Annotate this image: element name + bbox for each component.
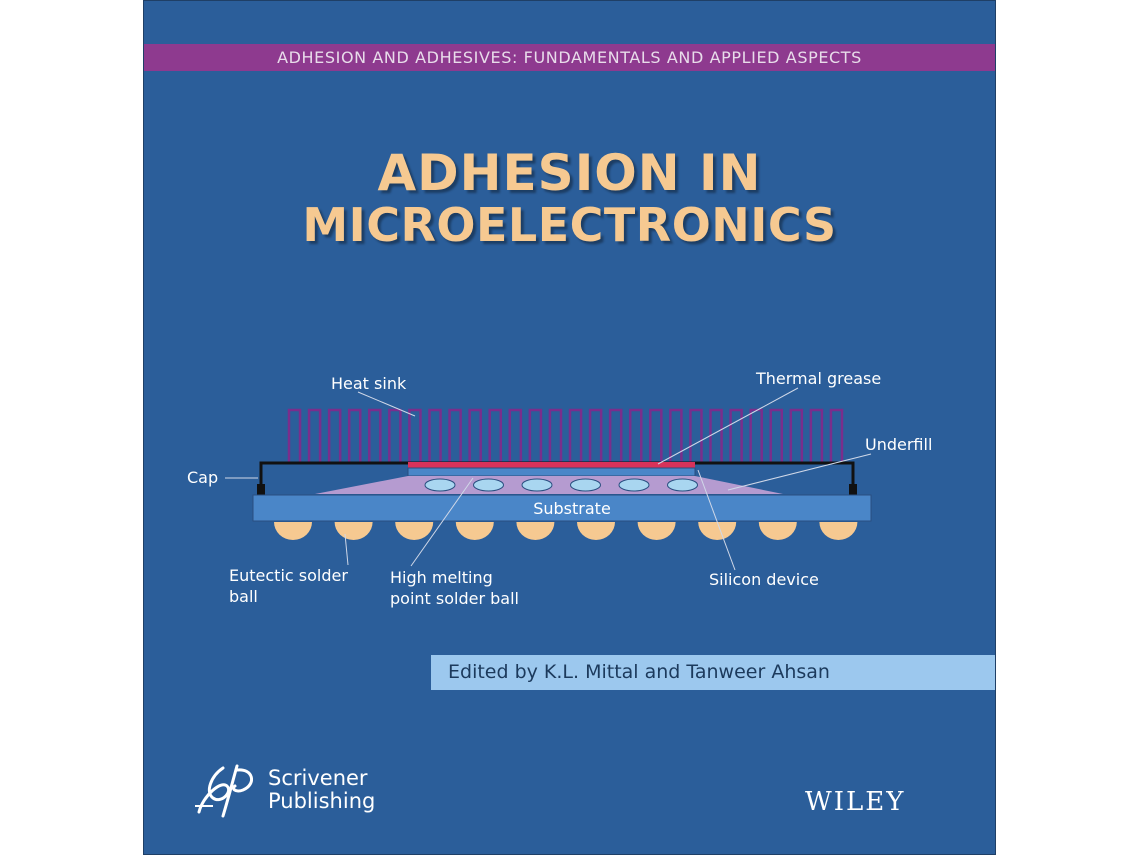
book-title-line-2: MICROELECTRONICS (302, 198, 837, 252)
editors: Edited by K.L. Mittal and Tanweer Ahsan (448, 661, 830, 683)
cap-foot-left (257, 484, 265, 496)
heat-sink-fin (528, 408, 543, 463)
heat-sink-fin (568, 408, 583, 463)
heat-sink-fin (287, 408, 302, 463)
editors-band (431, 655, 996, 690)
substrate-label: Substrate (533, 499, 611, 518)
eutectic-solder-ball (334, 522, 373, 540)
eutectic-solder-ball (577, 522, 615, 540)
eutectic-solder-ball (819, 522, 858, 540)
heat-sink-fin (307, 408, 322, 463)
eutectic-solder-ball (274, 522, 312, 540)
heat-sink-fin (649, 408, 663, 463)
scrivener-logo-icon (195, 764, 253, 818)
heat-sink-fin (408, 408, 422, 463)
heat-sink-fin (448, 408, 462, 463)
eutectic-solder-balls (274, 522, 858, 540)
leader-lines (225, 387, 872, 571)
high-melting-label-line-1: High melting (390, 568, 493, 587)
heat-sink-fin (709, 408, 723, 463)
series-title: ADHESION AND ADHESIVES: FUNDAMENTALS AND… (277, 48, 862, 67)
heat-sink-fin (829, 408, 844, 463)
book-cover: ADHESION AND ADHESIVES: FUNDAMENTALS AND… (143, 0, 996, 855)
thermal-grease-label: Thermal grease (755, 369, 881, 388)
heat-sink-fin (488, 408, 503, 463)
publisher-name-line-1: Scrivener (268, 766, 368, 790)
cap-label: Cap (187, 468, 218, 487)
eutectic-label-line-1: Eutectic solder (229, 566, 348, 585)
high-melting-solder-ball (618, 478, 650, 492)
eutectic-solder-ball (516, 522, 555, 540)
heat-sink-fin (689, 408, 703, 463)
heat-sink-fin (347, 408, 362, 463)
heat-sink-fin (809, 408, 824, 463)
high-melting-solder-ball (570, 478, 601, 492)
substrate (252, 494, 872, 522)
heat-sink-fin (368, 408, 382, 463)
heat-sink-fin (588, 408, 603, 463)
heat-sink-fin (769, 408, 784, 463)
publisher-name-line-2: Publishing (268, 789, 376, 813)
thermal-grease-layer (408, 462, 695, 468)
heat-sink-fin (468, 408, 482, 463)
heat-sink (287, 408, 844, 463)
high-melting-solder-balls (424, 478, 698, 492)
eutectic-solder-ball (395, 522, 434, 540)
flip-chip-package-diagram: Substrate Heat sink Thermal grease Under… (187, 369, 932, 608)
high-melting-solder-ball (521, 478, 553, 492)
heat-sink-fin (749, 408, 763, 463)
eutectic-label-line-2: ball (229, 587, 258, 606)
heat-sink-fin (789, 408, 804, 463)
high-melting-label-line-2: point solder ball (390, 589, 519, 608)
series-band (143, 44, 996, 71)
heat-sink-fin (669, 408, 683, 463)
eutectic-solder-ball (637, 522, 676, 540)
heat-sink-fin (508, 408, 523, 463)
heat-sink-fin (729, 408, 743, 463)
heat-sink-fin (327, 408, 342, 463)
book-title-line-1: ADHESION IN (377, 144, 762, 202)
eutectic-solder-ball (698, 522, 737, 540)
heat-sink-fin (608, 408, 623, 463)
heat-sink-fin (628, 408, 643, 463)
eutectic-solder-ball (455, 522, 494, 540)
underfill-label: Underfill (865, 435, 932, 454)
eutectic-solder-ball (758, 522, 797, 540)
heat-sink-label: Heat sink (331, 374, 407, 393)
silicon-device-die (407, 467, 696, 477)
heat-sink-fin (548, 408, 563, 463)
heat-sink-fin (388, 408, 402, 463)
silicon-device-label: Silicon device (709, 570, 819, 589)
cap-foot-right (849, 484, 857, 496)
wiley-imprint: WILEY (805, 787, 906, 817)
high-melting-solder-ball (667, 478, 698, 492)
heat-sink-fin (428, 408, 442, 463)
high-melting-solder-ball (424, 478, 456, 492)
high-melting-solder-ball (473, 478, 504, 492)
publisher-name: Scrivener Publishing (268, 767, 375, 813)
